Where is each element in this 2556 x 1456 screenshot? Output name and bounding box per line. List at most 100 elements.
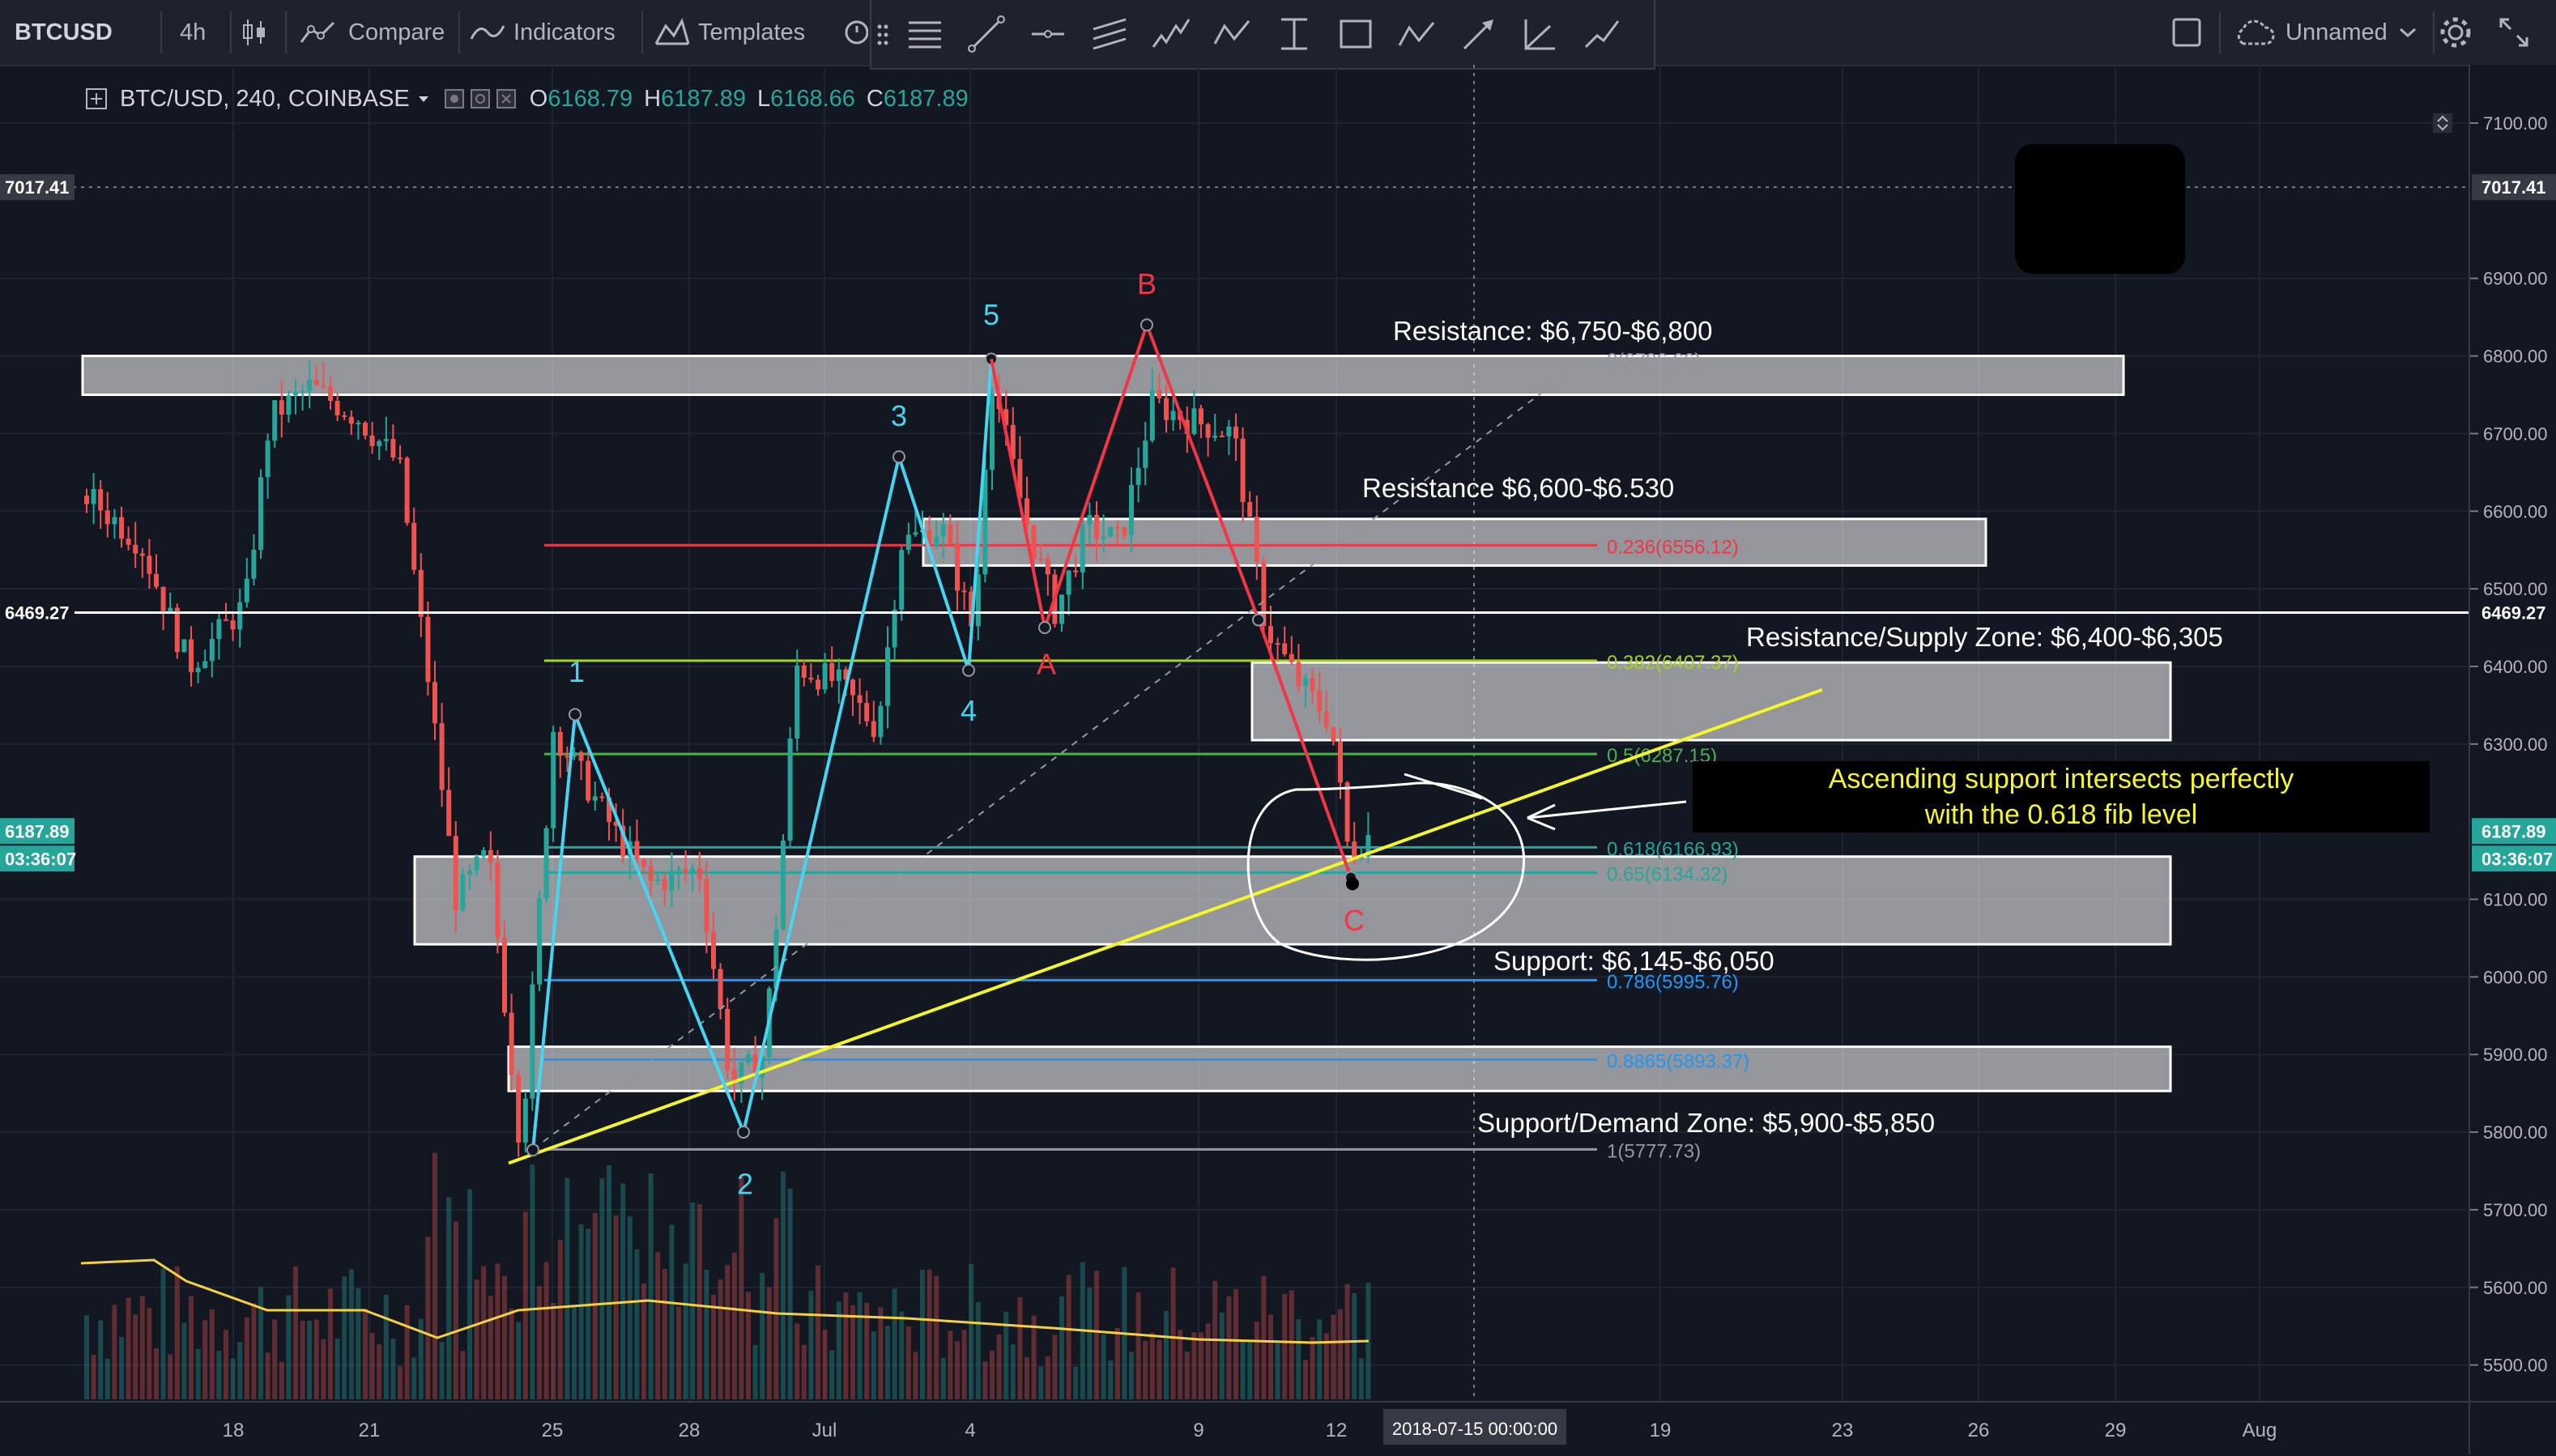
cloud-icon bbox=[2237, 19, 2275, 45]
time-axis[interactable]: 18 21 25 28 Jul 4 9 12 19 23 26 29 Aug 2018-07-15 00:… bbox=[0, 1401, 2469, 1456]
channel-tool-icon[interactable] bbox=[1087, 11, 1132, 57]
volume-bar bbox=[112, 1305, 117, 1399]
volume-bar bbox=[1031, 1315, 1037, 1399]
visibility-icon[interactable] bbox=[444, 88, 465, 109]
price-axis[interactable]: 7100.00 6900.00 6800.00 6700.00 6600.00 6500.… bbox=[2469, 65, 2556, 1401]
price-chart-pane[interactable]: 0(6796.66) 0.236(6556.12) 0.382(6407.37) 0.… bbox=[0, 65, 2469, 1401]
highlight-circle bbox=[1246, 781, 1526, 961]
fullscreen-toggle-button[interactable] bbox=[2170, 0, 2203, 65]
arrow-tool-icon[interactable] bbox=[1456, 11, 1502, 57]
price-tick-label: 6000.00 bbox=[2483, 967, 2548, 987]
time-tick-label: 29 bbox=[2105, 1420, 2127, 1441]
maximize-button[interactable] bbox=[2498, 0, 2530, 65]
price-range-tool-icon[interactable] bbox=[1272, 11, 1317, 57]
compare-button[interactable]: Compare bbox=[300, 0, 445, 65]
low-value: 6168.66 bbox=[770, 85, 855, 112]
angle-tool-icon[interactable] bbox=[1518, 11, 1563, 57]
candle-body bbox=[975, 574, 981, 627]
path-tool-icon[interactable] bbox=[1579, 11, 1625, 57]
volume-bar bbox=[816, 1265, 820, 1399]
candle-body bbox=[398, 457, 403, 459]
horizontal-lines-tool-icon[interactable] bbox=[902, 11, 948, 57]
volume-bar bbox=[1045, 1356, 1050, 1399]
volume-bar bbox=[676, 1306, 681, 1399]
volume-bar bbox=[739, 1177, 744, 1399]
volume-bar bbox=[502, 1275, 507, 1399]
horizontal-ray-tool-icon[interactable] bbox=[1025, 11, 1071, 57]
candle-body bbox=[1114, 526, 1120, 529]
symbol-search-button[interactable]: BTCUSD bbox=[15, 0, 113, 65]
volume-bar bbox=[446, 1197, 452, 1399]
candle-body bbox=[718, 969, 723, 1009]
volume-bar bbox=[181, 1322, 187, 1399]
elliott-correction-tool-icon[interactable] bbox=[1210, 11, 1255, 57]
candle-body bbox=[230, 620, 236, 630]
series-title[interactable]: BTC/USD, 240, COINBASE bbox=[120, 85, 410, 112]
collapse-legend-icon[interactable] bbox=[84, 87, 109, 111]
volume-bar bbox=[1178, 1330, 1183, 1399]
settings-button[interactable] bbox=[2438, 0, 2473, 65]
templates-icon bbox=[654, 18, 690, 45]
abcd-pattern-tool-icon[interactable] bbox=[1395, 11, 1440, 57]
volume-bar bbox=[1199, 1332, 1203, 1399]
indicators-button[interactable]: Indicators bbox=[470, 0, 616, 65]
volume-bar bbox=[1205, 1323, 1211, 1399]
scale-toggle-icon[interactable] bbox=[2431, 112, 2454, 134]
candle-body bbox=[1066, 570, 1071, 595]
templates-button[interactable]: Templates bbox=[654, 0, 805, 65]
trend-line-tool-icon[interactable] bbox=[964, 11, 1009, 57]
volume-bar bbox=[251, 1303, 257, 1399]
drag-handle-icon[interactable] bbox=[876, 23, 889, 47]
candle-body bbox=[1219, 435, 1225, 437]
low-label: L bbox=[756, 85, 771, 112]
price-tick-label: 5600.00 bbox=[2483, 1278, 2548, 1298]
left-price-label: 6187.89 bbox=[5, 821, 70, 841]
candle-body bbox=[1017, 458, 1023, 499]
volume-bar bbox=[557, 1239, 563, 1399]
time-tick-label: 23 bbox=[1832, 1420, 1854, 1441]
candle-body bbox=[84, 496, 89, 504]
volume-bar bbox=[174, 1266, 180, 1399]
fib-level-label: 0(6796.66) bbox=[1607, 350, 1701, 372]
volume-bar bbox=[98, 1320, 104, 1399]
candle-body bbox=[509, 1012, 514, 1075]
volume-bar bbox=[892, 1288, 897, 1399]
candle-body bbox=[119, 517, 124, 539]
chart-style-button[interactable] bbox=[240, 0, 269, 65]
candle-body bbox=[857, 695, 863, 704]
wave-point bbox=[962, 663, 975, 677]
candle-body bbox=[948, 524, 953, 543]
volume-bar bbox=[1352, 1292, 1357, 1399]
settings-small-icon[interactable] bbox=[470, 88, 491, 109]
gear-icon bbox=[2440, 17, 2471, 48]
candle-body bbox=[1323, 711, 1329, 727]
time-tick-label: 26 bbox=[1968, 1420, 1990, 1441]
elliott-impulse-tool-icon[interactable] bbox=[1148, 11, 1194, 57]
candle-body bbox=[411, 522, 417, 570]
volume-bar bbox=[1233, 1288, 1238, 1399]
volume-bar bbox=[286, 1295, 292, 1399]
candle-body bbox=[1087, 514, 1093, 526]
volume-bar bbox=[899, 1311, 905, 1399]
wave-point bbox=[569, 708, 581, 722]
price-tick-label: 6300.00 bbox=[2483, 734, 2548, 755]
volume-bar bbox=[313, 1319, 319, 1399]
interval-button[interactable]: 4h bbox=[180, 0, 206, 65]
candle-body bbox=[746, 1054, 751, 1063]
save-layout-button[interactable]: Unnamed bbox=[2234, 0, 2418, 65]
volume-bar bbox=[425, 1237, 431, 1399]
candles-icon bbox=[243, 19, 265, 45]
volume-bar bbox=[509, 1308, 514, 1399]
volume-bar bbox=[543, 1262, 549, 1399]
toolbar-divider bbox=[2433, 11, 2435, 53]
resistance-label-3: Resistance/Supply Zone: $6,400-$6,305 bbox=[1746, 622, 2223, 652]
chevron-down-icon[interactable] bbox=[416, 92, 431, 105]
rectangle-tool-icon[interactable] bbox=[1333, 11, 1378, 57]
remove-series-icon[interactable] bbox=[496, 88, 517, 109]
correction-wave-label: A bbox=[1037, 648, 1056, 681]
candle-body bbox=[955, 543, 960, 591]
volume-bar bbox=[1135, 1292, 1141, 1399]
alert-button[interactable] bbox=[842, 0, 868, 65]
axis-corner bbox=[2469, 1401, 2556, 1454]
volume-bar bbox=[1289, 1290, 1294, 1399]
